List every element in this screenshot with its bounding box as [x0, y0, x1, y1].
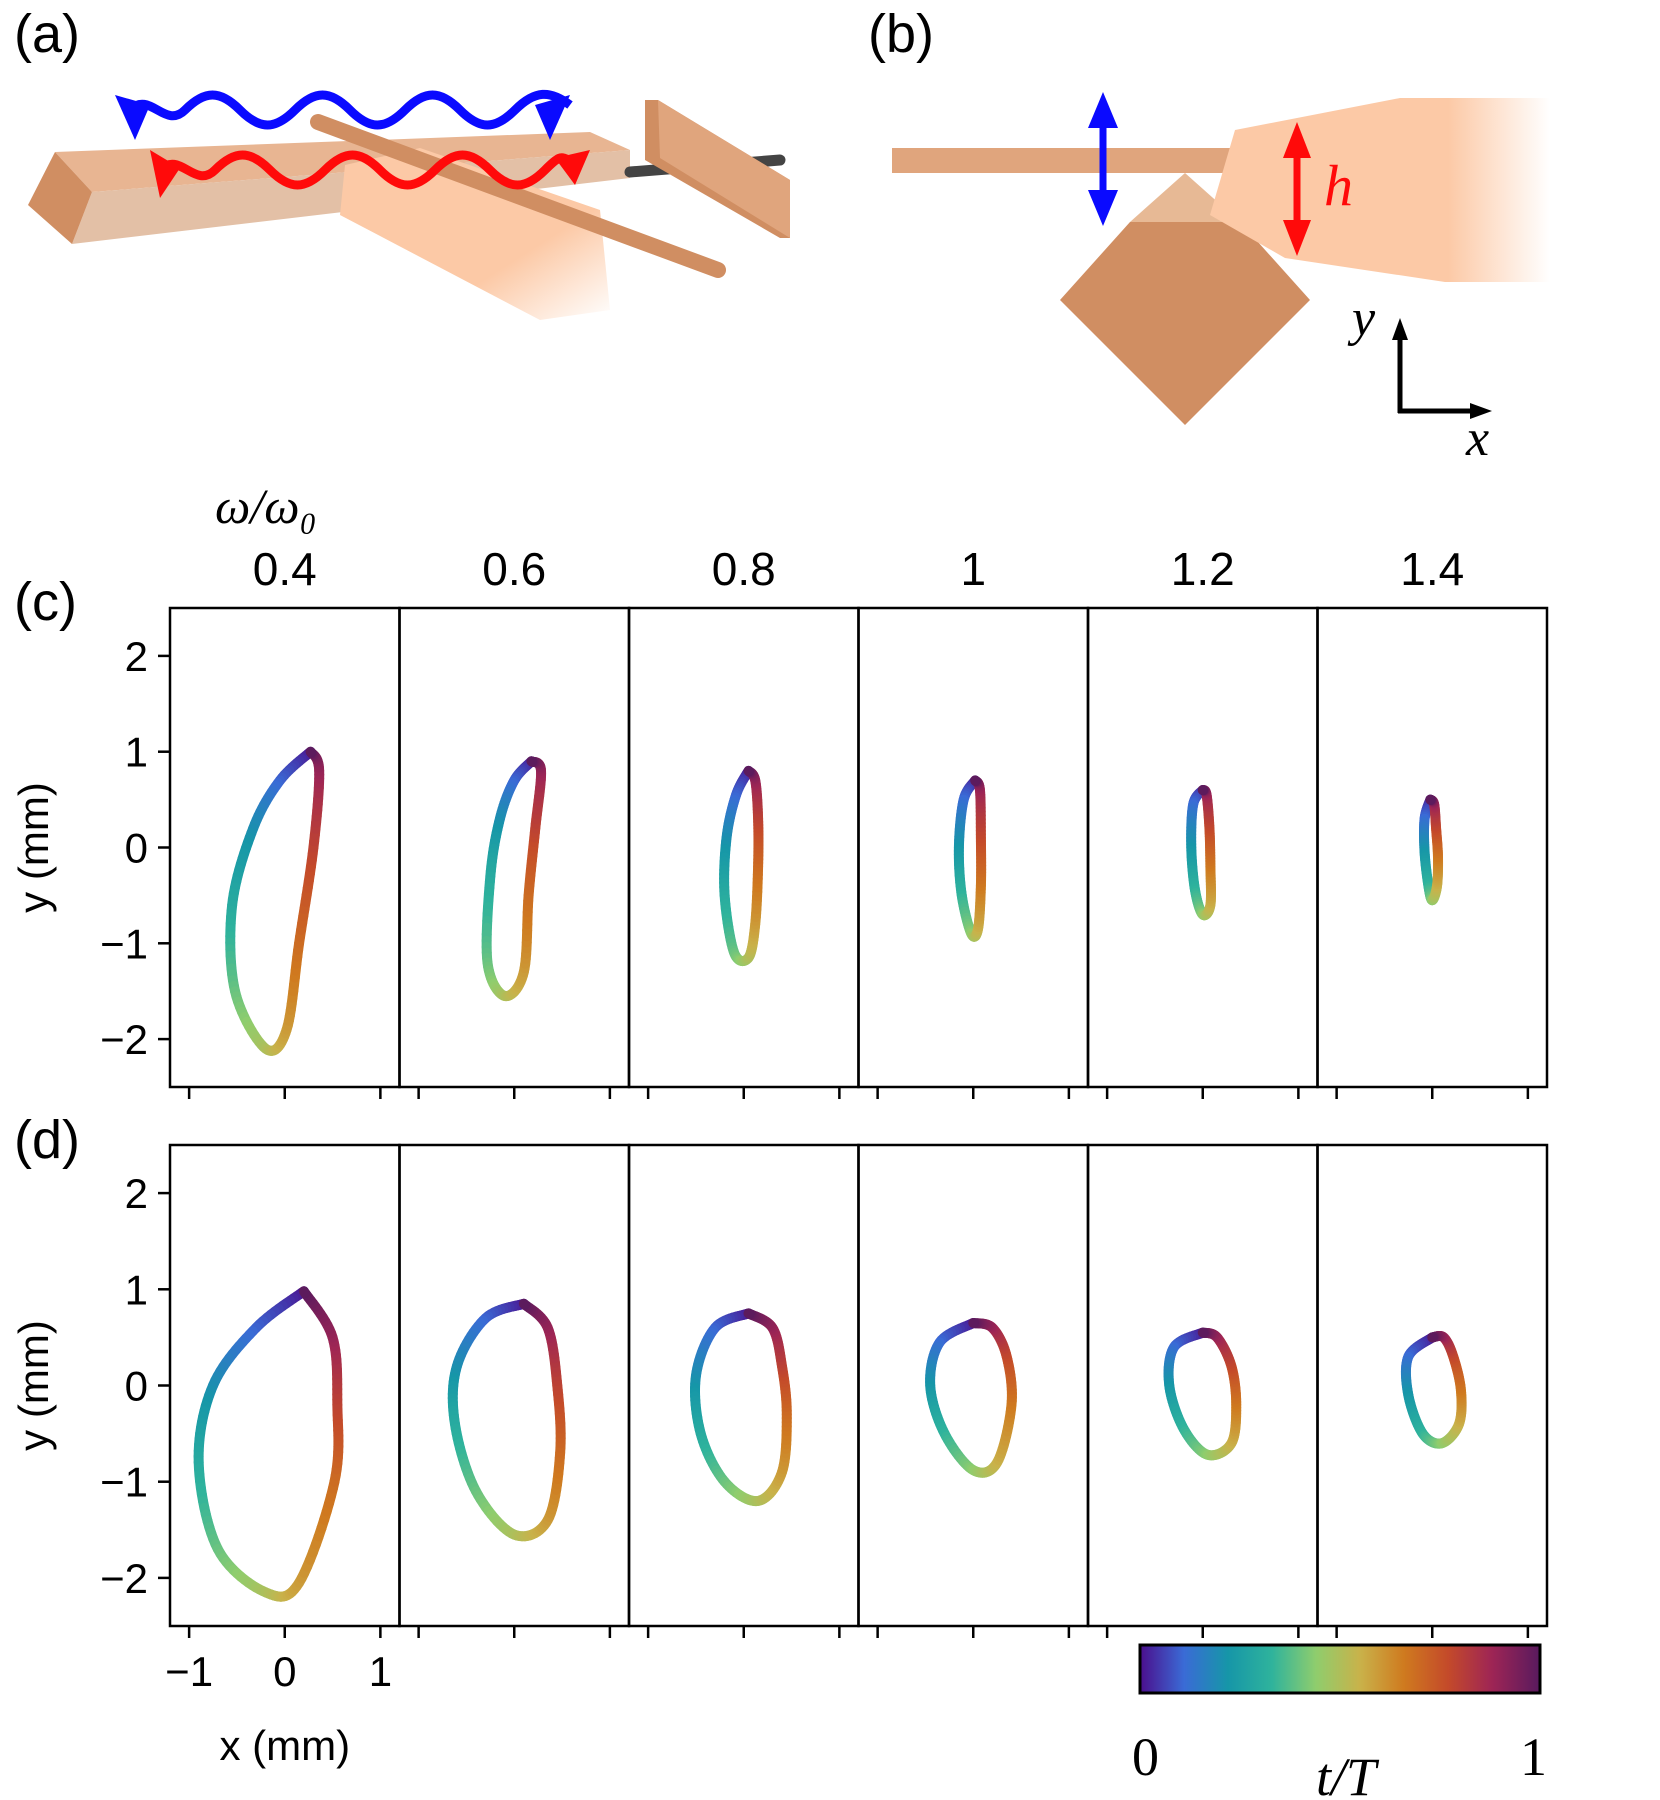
x-tick-label-d: 0: [273, 1648, 296, 1695]
column-header: 1: [960, 543, 986, 595]
orbit-trajectory-d: [690, 1308, 792, 1507]
blue-arrow-up: [1088, 92, 1118, 128]
orbit-trajectory-c: [1186, 785, 1217, 921]
axis-x-label: x: [1465, 410, 1489, 467]
x-axis-label: x (mm): [219, 1722, 350, 1769]
column-header-title: ω/ω₀: [215, 478, 317, 534]
wave-blue-arrow-left: [115, 95, 150, 140]
blue-arrow-down: [1088, 190, 1118, 226]
bar-end: [28, 152, 92, 244]
column-header: 1.2: [1171, 543, 1235, 595]
wave-red-arrow-right: [555, 150, 590, 185]
x-tick-label-d: −1: [165, 1648, 213, 1695]
subplot-frame-c: [627, 606, 860, 1089]
h-label: h: [1324, 153, 1353, 218]
y-tick-label-d: 0: [125, 1363, 148, 1410]
orbit-trajectory-d: [1163, 1327, 1242, 1461]
colorbar-gradient: [1138, 1643, 1542, 1695]
column-header: 0.4: [253, 543, 317, 595]
wave-blue-arrow-right: [535, 95, 570, 140]
y-tick-label-d: −1: [100, 1459, 148, 1506]
subplot-frame-c: [1316, 606, 1549, 1089]
y-tick-label-c: −2: [100, 1016, 148, 1063]
orbit-trajectory-d: [193, 1286, 344, 1602]
panel-label-c: (c): [14, 572, 77, 632]
y-tick-label-c: −1: [100, 920, 148, 967]
orbit-trajectory-d: [925, 1317, 1017, 1478]
axis-y-head: [1392, 318, 1408, 340]
orbit-trajectory-c: [953, 775, 987, 942]
y-axis-label-d: y (mm): [10, 1320, 57, 1451]
colorbar-label: t/T: [1316, 1747, 1380, 1800]
column-header: 0.8: [712, 543, 776, 595]
y-tick-label-d: 1: [125, 1266, 148, 1313]
diamond: [1060, 222, 1310, 425]
subplot-frame-d: [168, 1143, 401, 1628]
subplot-frame-c: [168, 606, 401, 1089]
subplot-frame-c: [1086, 606, 1319, 1089]
colorbar-min-label: 0: [1132, 1727, 1159, 1787]
wave-red-arrow-left: [150, 150, 180, 198]
bar-side: [892, 148, 1242, 173]
wave-blue: [126, 89, 573, 130]
y-axis-label-c: y (mm): [10, 782, 57, 913]
orbit-trajectory-d: [1400, 1330, 1467, 1449]
subplot-frame-d: [398, 1143, 631, 1628]
rod-wood: [310, 114, 726, 278]
axis-y-label: y: [1347, 290, 1376, 347]
column-header: 0.6: [482, 543, 546, 595]
subplot-frame-c: [857, 606, 1090, 1089]
orbit-trajectory-d: [447, 1298, 566, 1542]
red-arrow-down: [1283, 220, 1311, 256]
y-tick-label-d: −2: [100, 1555, 148, 1602]
y-tick-label-d: 2: [125, 1170, 148, 1217]
chart-c: y (mm) 2 1 0 −1 −2 0.4 0.6 0.8 1 1.2 1.4: [10, 543, 1549, 1099]
axis-x-head: [1470, 403, 1492, 419]
chart-d: y (mm) 2 1 0 −1 −2 −1 0 1 x (mm): [10, 1143, 1549, 1769]
orbit-trajectory-c: [225, 746, 325, 1056]
y-tick-label-c: 1: [125, 729, 148, 776]
y-tick-label-c: 0: [125, 825, 148, 872]
wave-red: [156, 150, 579, 190]
subplot-frame-c: [398, 606, 631, 1089]
orbit-trajectory-c: [481, 756, 547, 1002]
subplot-frame-d: [857, 1143, 1090, 1628]
red-arrow-up: [1283, 122, 1311, 158]
orbit-segment: [518, 1298, 530, 1310]
column-header: 1.4: [1400, 543, 1464, 595]
panel-label-a: (a): [14, 4, 80, 64]
orbit-trajectory-c: [719, 765, 764, 967]
x-tick-label-d: 1: [369, 1648, 392, 1695]
panel-label-d: (d): [14, 1110, 80, 1170]
schematic-a: [28, 89, 790, 320]
subplot-frame-d: [627, 1143, 860, 1628]
schematic-b: h y x: [892, 92, 1550, 467]
panel-label-b: (b): [868, 4, 934, 64]
orbit-trajectory-c: [1418, 794, 1444, 906]
subplot-frame-d: [1316, 1143, 1549, 1628]
orbit-segment: [743, 1308, 755, 1319]
colorbar-max-label: 1: [1520, 1727, 1547, 1787]
plate-right-face: [658, 100, 790, 238]
colorbar: 0 t/T 1: [1132, 1643, 1547, 1800]
subplot-frame-d: [1086, 1143, 1319, 1628]
finger-a: [340, 148, 610, 320]
y-tick-label-c: 2: [125, 633, 148, 680]
orbit-segment: [298, 1286, 311, 1299]
